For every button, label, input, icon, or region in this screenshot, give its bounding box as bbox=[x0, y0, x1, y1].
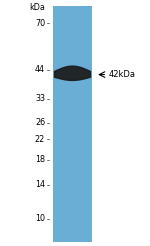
Text: 44: 44 bbox=[35, 65, 45, 74]
Text: 42kDa: 42kDa bbox=[109, 70, 136, 79]
Text: 33: 33 bbox=[35, 94, 45, 103]
Bar bbox=[53, 6, 92, 242]
Text: 18: 18 bbox=[35, 155, 45, 164]
Text: 22: 22 bbox=[35, 135, 45, 144]
Text: 10: 10 bbox=[35, 214, 45, 223]
Text: 14: 14 bbox=[35, 180, 45, 189]
Text: 70: 70 bbox=[35, 19, 45, 28]
Text: 26: 26 bbox=[35, 118, 45, 127]
Text: kDa: kDa bbox=[29, 3, 45, 12]
